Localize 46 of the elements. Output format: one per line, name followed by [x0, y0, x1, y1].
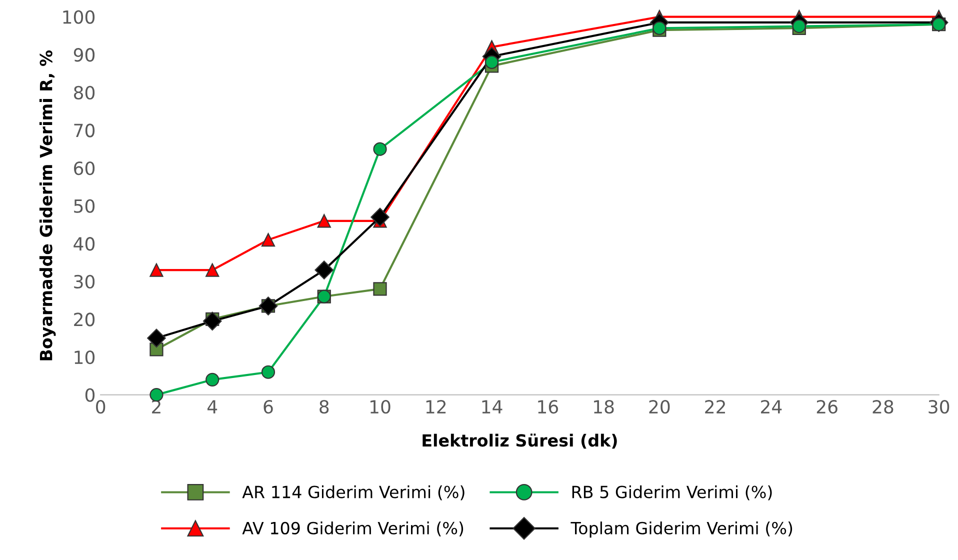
y-tick-label: 50 [74, 199, 95, 213]
point [206, 372, 220, 386]
y-tick-label: 70 [74, 124, 95, 138]
point [317, 214, 331, 228]
point [202, 312, 222, 330]
x-tick-label: 14 [482, 400, 502, 414]
y-tick-label: 10 [74, 350, 95, 364]
y-tick-label: 40 [74, 237, 95, 251]
x-tick-label: 0 [96, 400, 106, 414]
point [150, 263, 164, 277]
y-tick-label: 20 [74, 312, 95, 326]
x-tick-label: 4 [207, 400, 218, 414]
x-tick-label: 6 [264, 400, 273, 414]
x-tick-label: 30 [928, 400, 950, 414]
point [150, 388, 164, 402]
x-tick-label: 28 [872, 400, 894, 414]
point [484, 55, 499, 69]
legend-label: RB 5 Giderim Verimi (%) [572, 485, 772, 500]
x-tick-label: 18 [594, 400, 614, 414]
legend-label: AR 114 Giderim Verimi (%) [242, 485, 464, 500]
legend-label: Toplam Giderim Verimi (%) [570, 522, 792, 538]
point [373, 142, 387, 156]
x-tick-label: 10 [370, 400, 390, 414]
x-tick-label: 8 [320, 400, 329, 414]
x-tick-label: 16 [538, 400, 558, 414]
point [261, 365, 276, 379]
point [261, 233, 276, 247]
x-tick-label: 26 [816, 400, 838, 414]
y-tick-label: 90 [74, 48, 95, 62]
point [147, 328, 166, 348]
x-axis-title: Elektroliz Süresi (dk) [422, 434, 617, 449]
y-tick-label: 60 [74, 161, 95, 176]
x-tick-label: 24 [761, 400, 782, 414]
point [206, 263, 220, 277]
y-tick-label: 80 [74, 86, 95, 100]
point [314, 260, 334, 280]
point [373, 282, 387, 296]
y-tick-label: 30 [74, 274, 95, 289]
y-axis-title: Boyarmadde Giderim Verimi R, % [39, 50, 56, 360]
legend-label: AV 109 Giderim Verimi (%) [242, 522, 464, 536]
x-tick-label: 22 [705, 400, 725, 414]
point [370, 208, 390, 227]
x-tick-label: 12 [426, 400, 446, 414]
y-tick-label: 100 [63, 10, 95, 24]
y-tick-label: 0 [85, 388, 95, 402]
x-tick-label: 20 [649, 400, 670, 414]
